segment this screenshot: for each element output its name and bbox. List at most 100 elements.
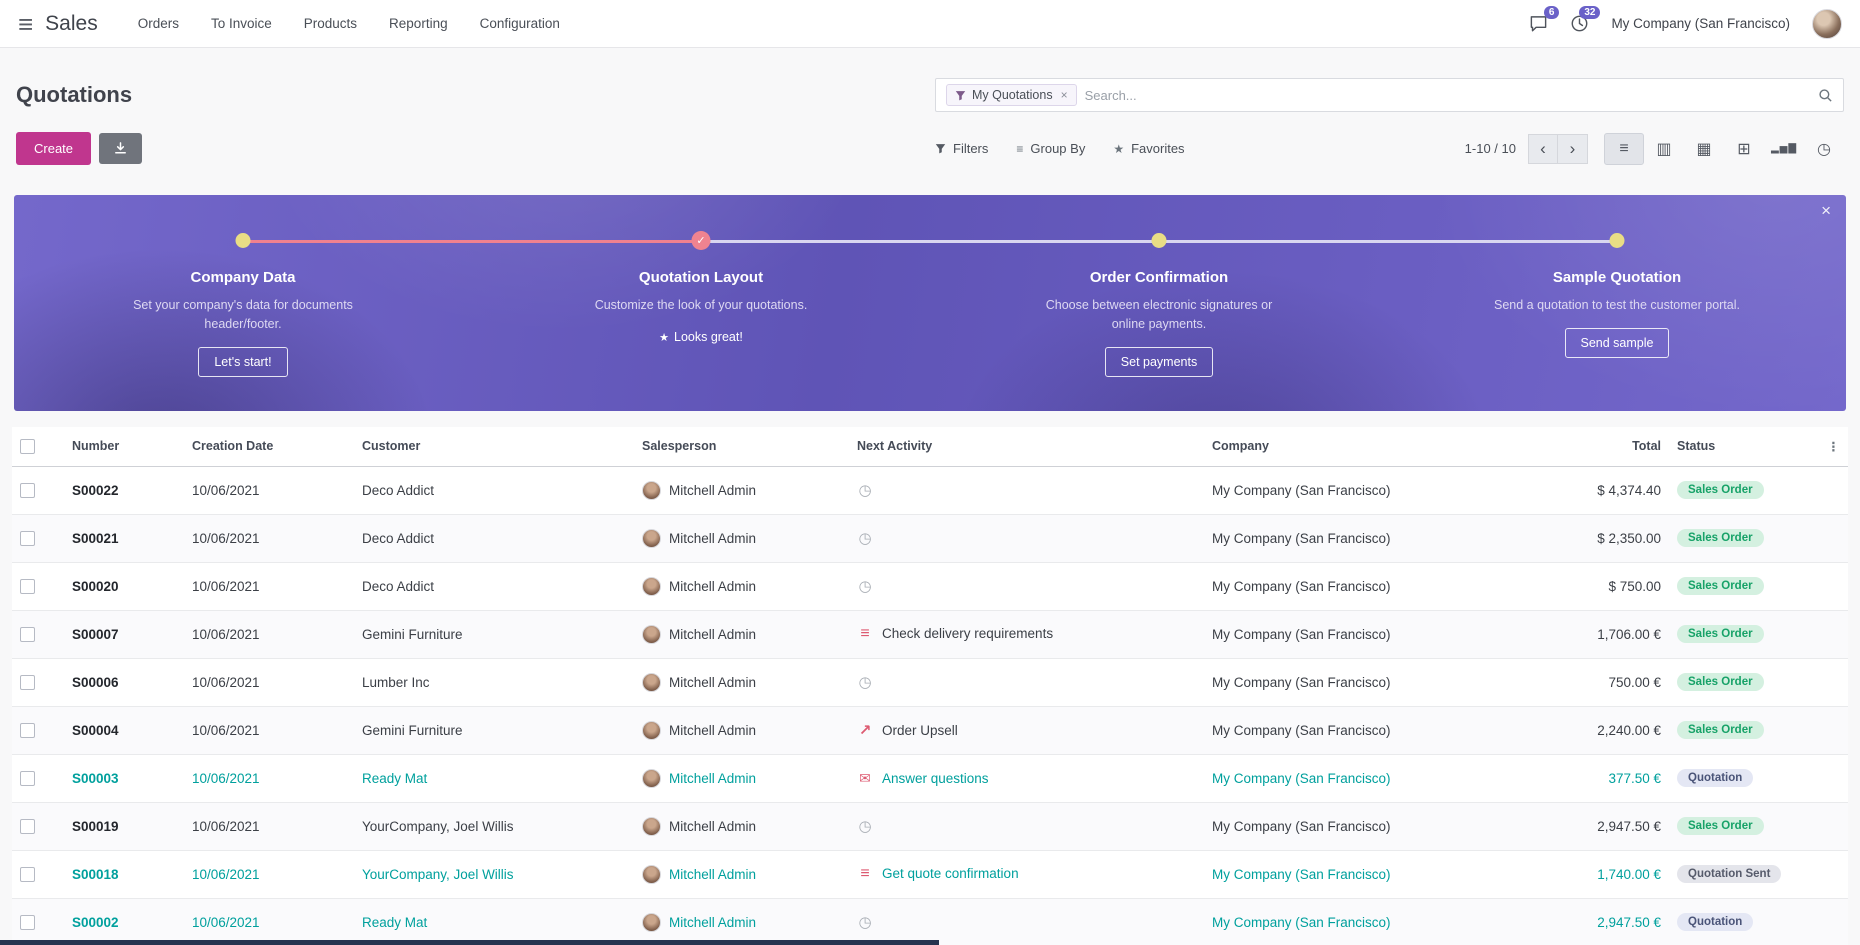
messages-button[interactable]: 6 [1529, 6, 1560, 33]
total: 2,240.00 € [1534, 706, 1669, 755]
table-row[interactable]: S00020 10/06/2021 Deco Addict Mitchell A… [12, 562, 1848, 611]
activities-button[interactable]: 32 [1570, 6, 1601, 33]
done-text: Looks great! [674, 329, 743, 344]
nav-item-orders[interactable]: Orders [137, 16, 179, 31]
column-header-customer[interactable]: Customer [354, 427, 634, 467]
row-checkbox[interactable] [20, 578, 35, 594]
graph-view-button[interactable]: ▂▅▇ [1764, 133, 1804, 165]
remove-facet-icon[interactable]: × [1060, 88, 1068, 102]
column-header-salesperson[interactable]: Salesperson [634, 427, 849, 467]
row-checkbox[interactable] [20, 770, 35, 786]
row-end-cell [1819, 706, 1848, 755]
creation-date: 10/06/2021 [184, 898, 354, 945]
graph-view-icon: ▂▅▇ [1770, 143, 1798, 154]
activity-clock-icon[interactable] [857, 481, 873, 499]
apps-menu-icon[interactable]: ≡ [18, 8, 34, 39]
banner-close-icon[interactable]: × [1821, 201, 1831, 220]
create-button[interactable]: Create [16, 132, 92, 165]
activity-clock-icon[interactable] [857, 913, 873, 931]
table-row[interactable]: S00021 10/06/2021 Deco Addict Mitchell A… [12, 514, 1848, 563]
salesperson-name: Mitchell Admin [669, 626, 757, 642]
activity-clock-icon[interactable] [857, 577, 873, 595]
select-all-checkbox[interactable] [20, 438, 35, 454]
favorites-button[interactable]: ★ Favorites [1113, 141, 1184, 156]
row-checkbox[interactable] [20, 674, 35, 690]
activity-view-button[interactable]: ◷ [1804, 133, 1844, 165]
activity-list-icon[interactable] [857, 625, 873, 643]
table-row[interactable]: S00018 10/06/2021 YourCompany, Joel Will… [12, 850, 1848, 899]
star-icon: ★ [1113, 141, 1125, 156]
status-cell: Sales Order [1669, 658, 1819, 707]
row-checkbox[interactable] [20, 722, 35, 738]
list-view-button[interactable]: ≡ [1604, 132, 1644, 165]
next-activity-cell: Check delivery requirements [849, 610, 1204, 659]
salesperson-name: Mitchell Admin [669, 866, 757, 882]
row-checkbox[interactable] [20, 818, 35, 834]
salesperson-cell: Mitchell Admin [634, 850, 849, 899]
nav-item-to-invoice[interactable]: To Invoice [210, 16, 272, 31]
column-header-total[interactable]: Total [1534, 427, 1669, 467]
pager-previous-button[interactable]: ‹ [1528, 133, 1558, 164]
search-bar[interactable]: My Quotations × [935, 78, 1844, 112]
row-select-cell [12, 562, 64, 611]
onboarding-step-quotation-layout: Quotation Layout Customize the look of y… [472, 269, 930, 377]
row-end-cell [1819, 658, 1848, 707]
optional-columns-icon[interactable]: ⋮ [1827, 439, 1840, 454]
row-checkbox[interactable] [20, 626, 35, 642]
salesperson-avatar [642, 864, 661, 884]
activity-clock-icon[interactable] [857, 529, 873, 547]
status-badge: Sales Order [1677, 625, 1764, 643]
company-switcher[interactable]: My Company (San Francisco) [1611, 16, 1790, 31]
user-avatar[interactable] [1812, 8, 1842, 39]
set-payments-button[interactable]: Set payments [1104, 346, 1214, 377]
download-icon [115, 142, 126, 154]
quotation-number: S00021 [64, 514, 184, 563]
row-checkbox[interactable] [20, 530, 35, 546]
activity-envelope-icon[interactable] [857, 770, 873, 787]
customer: Deco Addict [354, 466, 634, 515]
table-row[interactable]: S00004 10/06/2021 Gemini Furniture Mitch… [12, 706, 1848, 755]
customer: Deco Addict [354, 514, 634, 563]
column-header-number[interactable]: Number [64, 427, 184, 467]
pager-next-button[interactable]: › [1558, 133, 1588, 164]
company: My Company (San Francisco) [1204, 610, 1534, 659]
nav-item-reporting[interactable]: Reporting [389, 16, 448, 31]
number-text: S00021 [72, 530, 119, 546]
table-row[interactable]: S00006 10/06/2021 Lumber Inc Mitchell Ad… [12, 658, 1848, 707]
table-row[interactable]: S00003 10/06/2021 Ready Mat Mitchell Adm… [12, 754, 1848, 803]
pivot-view-button[interactable]: ⊞ [1724, 133, 1764, 165]
activity-clock-icon[interactable] [857, 817, 873, 835]
table-row[interactable]: S00019 10/06/2021 YourCompany, Joel Will… [12, 802, 1848, 851]
column-header-creation-date[interactable]: Creation Date [184, 427, 354, 467]
calendar-view-button[interactable]: ▦ [1684, 133, 1724, 165]
send-sample-button[interactable]: Send sample [1564, 327, 1670, 358]
salesperson-name: Mitchell Admin [669, 482, 757, 498]
activity-clock-icon[interactable] [857, 673, 873, 691]
salesperson-name: Mitchell Admin [669, 722, 757, 738]
row-select-cell [12, 466, 64, 515]
table-row[interactable]: S00022 10/06/2021 Deco Addict Mitchell A… [12, 466, 1848, 515]
nav-item-configuration[interactable]: Configuration [479, 16, 560, 31]
filters-button[interactable]: Filters [935, 141, 988, 156]
app-name[interactable]: Sales [45, 11, 98, 35]
row-checkbox[interactable] [20, 482, 35, 498]
next-activity-cell [849, 514, 1204, 563]
pager-counter: 1-10 / 10 [1464, 141, 1516, 156]
row-checkbox[interactable] [20, 866, 35, 882]
row-checkbox[interactable] [20, 914, 35, 930]
activity-chart-icon[interactable] [857, 721, 873, 739]
column-header-next-activity[interactable]: Next Activity [849, 427, 1204, 467]
group-by-button[interactable]: ≡ Group By [1016, 141, 1085, 156]
column-header-company[interactable]: Company [1204, 427, 1534, 467]
kanban-view-button[interactable]: ▥ [1644, 133, 1684, 165]
activity-list-icon[interactable] [857, 865, 873, 883]
table-row[interactable]: S00007 10/06/2021 Gemini Furniture Mitch… [12, 610, 1848, 659]
nav-item-products[interactable]: Products [303, 16, 358, 31]
lets-start-button[interactable]: Let's start! [198, 346, 288, 377]
export-button[interactable] [99, 133, 143, 164]
star-icon: ★ [659, 331, 670, 344]
search-input[interactable] [1084, 87, 1810, 103]
search-facet[interactable]: My Quotations × [946, 84, 1077, 106]
table-row[interactable]: S00002 10/06/2021 Ready Mat Mitchell Adm… [12, 898, 1848, 945]
column-header-status[interactable]: Status [1669, 427, 1819, 467]
